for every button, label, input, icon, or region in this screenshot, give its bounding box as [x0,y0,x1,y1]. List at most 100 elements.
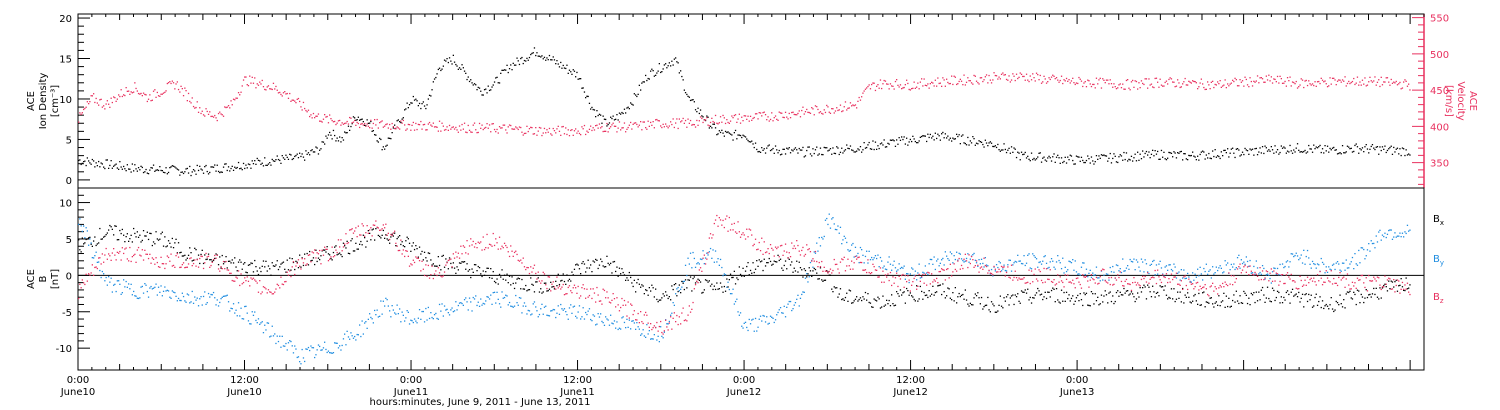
data-point [103,166,105,168]
data-point [83,282,85,284]
data-point [450,309,452,311]
data-point [956,251,958,253]
data-point [135,236,137,238]
data-point [1175,85,1178,87]
data-point [307,264,310,266]
data-point [1404,154,1406,157]
data-point [733,303,735,305]
data-point [1185,277,1187,279]
data-point [603,324,606,326]
data-point [1238,149,1240,151]
data-point [355,339,357,341]
data-point [1109,266,1111,269]
data-point [1306,84,1309,87]
data-point [161,170,163,172]
data-point [645,311,647,314]
data-point [326,246,328,248]
data-point [954,76,956,78]
data-point [545,59,547,61]
data-point [627,279,629,281]
data-point [485,247,487,249]
data-point [869,148,872,150]
data-point [1032,253,1034,255]
data-point [157,286,160,288]
data-point [630,328,632,330]
data-point [280,263,282,265]
data-point [483,127,486,129]
data-point [798,261,800,263]
data-point [972,254,974,256]
data-point [1213,155,1215,158]
data-point [262,165,265,167]
data-point [255,87,257,89]
data-point [1263,267,1265,270]
data-point [808,248,810,250]
data-point [1316,263,1319,265]
data-point [806,244,808,246]
data-point [426,275,428,277]
data-point [1099,303,1101,305]
data-point [517,277,519,279]
data-point [316,349,318,351]
data-point [558,66,561,68]
data-point [1165,294,1168,296]
data-point [182,295,185,298]
data-point [225,295,227,297]
data-point [250,277,252,279]
data-point [202,172,205,174]
data-point [269,291,271,293]
data-point [1369,148,1371,150]
data-point [729,293,732,295]
data-point [1008,147,1010,149]
data-point [573,305,576,307]
data-point [1243,153,1245,156]
data-point [1340,303,1342,305]
data-point [651,338,653,340]
data-point [764,152,767,154]
data-point [113,284,115,286]
data-point [234,99,236,101]
data-point [916,285,918,287]
data-point [430,259,432,261]
data-point [703,119,705,121]
data-point [234,166,236,168]
data-point [663,295,665,297]
data-point [722,219,724,222]
data-point [356,236,358,238]
data-point [1123,287,1125,290]
data-point [546,57,548,59]
data-point [676,314,678,317]
data-point [546,314,548,316]
data-point [627,106,629,108]
data-point [859,297,862,299]
data-point [704,263,707,265]
data-point [683,288,685,291]
data-point [387,137,389,139]
data-point [152,164,155,166]
data-point [1042,81,1044,83]
data-point [346,242,348,245]
data-point [527,309,529,312]
data-point [776,149,778,151]
data-point [606,291,608,293]
data-point [1233,80,1235,83]
data-point [294,100,296,102]
data-point [259,81,261,83]
data-point [386,234,388,236]
data-point [813,267,815,270]
data-point [738,231,740,233]
data-point [929,83,931,85]
data-point [1270,146,1272,148]
data-point [732,276,734,279]
data-point [843,235,845,237]
data-point [1339,79,1341,81]
data-point [901,88,903,90]
data-point [503,274,506,276]
data-point [980,77,983,79]
data-point [1383,148,1385,150]
data-point [115,290,117,293]
data-point [776,261,778,263]
data-point [154,263,156,265]
data-point [325,251,327,253]
data-point [381,228,383,230]
